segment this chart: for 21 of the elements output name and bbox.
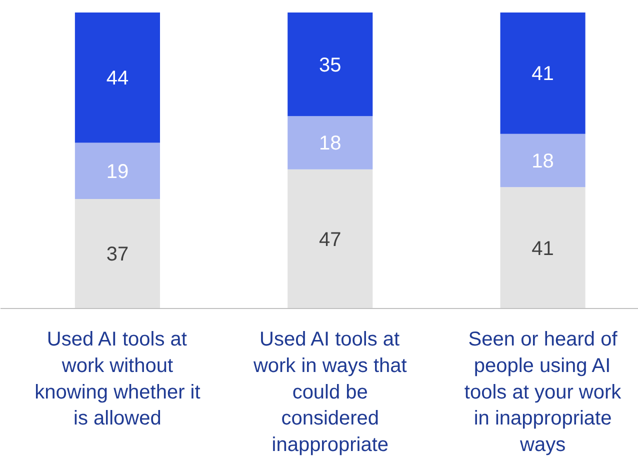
data-label: 18 (319, 132, 342, 155)
data-label: 19 (106, 160, 129, 183)
data-label: 18 (532, 150, 554, 172)
bar (288, 169, 373, 308)
bar (500, 187, 586, 308)
data-label: 37 (106, 244, 129, 266)
bar (74, 12, 160, 143)
bar (74, 198, 160, 308)
bar (500, 12, 586, 134)
x-tick-label: Seen or heard of people using AI tools at your work in inappropriate ways (464, 328, 622, 456)
data-label: 44 (106, 68, 129, 90)
bar (500, 134, 586, 188)
data-label: 41 (532, 238, 554, 260)
data-label: 47 (319, 228, 342, 251)
x-tick-label: Used AI tools at work without knowing whether it is allowed (34, 328, 201, 430)
bar (74, 142, 160, 199)
bar (288, 116, 373, 170)
data-label: 35 (319, 54, 342, 76)
x-tick-label: Used AI tools at work in ways that could be considered inappropriate (252, 328, 408, 456)
data-label: 41 (532, 63, 554, 86)
bar (288, 12, 373, 116)
